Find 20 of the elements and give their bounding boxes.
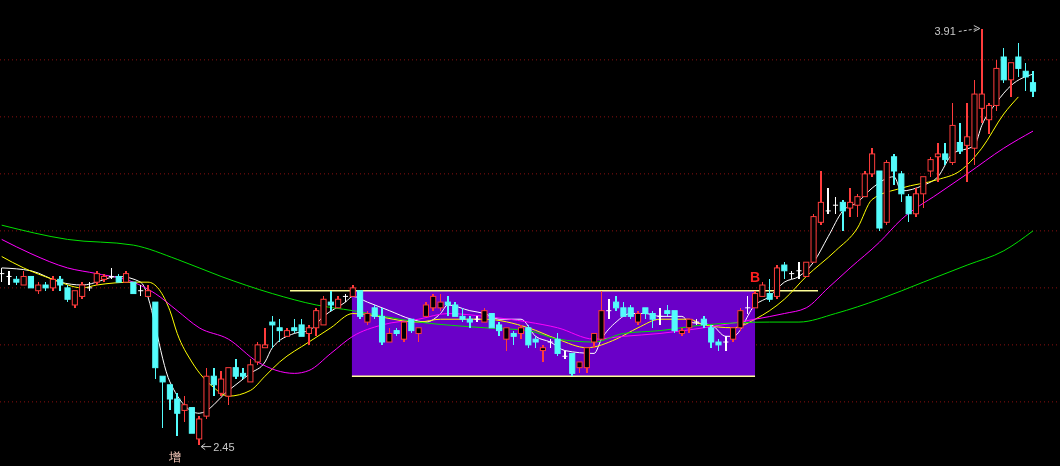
candlestick xyxy=(327,289,334,312)
candlestick xyxy=(934,141,941,184)
candlestick xyxy=(773,264,781,301)
candlestick xyxy=(956,121,963,155)
candlestick xyxy=(539,344,547,363)
candlestick xyxy=(57,275,64,292)
candlestick xyxy=(942,141,949,167)
annotation: 增 xyxy=(168,450,182,464)
annotation: B xyxy=(749,268,761,285)
candlestick xyxy=(890,153,898,187)
candlestick xyxy=(634,309,642,326)
annotation: 3.91 xyxy=(934,24,956,37)
candlestick xyxy=(517,324,525,340)
candlestick xyxy=(1029,70,1037,98)
candlestick xyxy=(196,415,203,446)
annotation: 2.45 xyxy=(213,440,235,453)
candlestick xyxy=(49,275,56,292)
candlestick xyxy=(839,198,846,232)
candlestick xyxy=(700,315,707,329)
candlestick xyxy=(210,366,217,397)
